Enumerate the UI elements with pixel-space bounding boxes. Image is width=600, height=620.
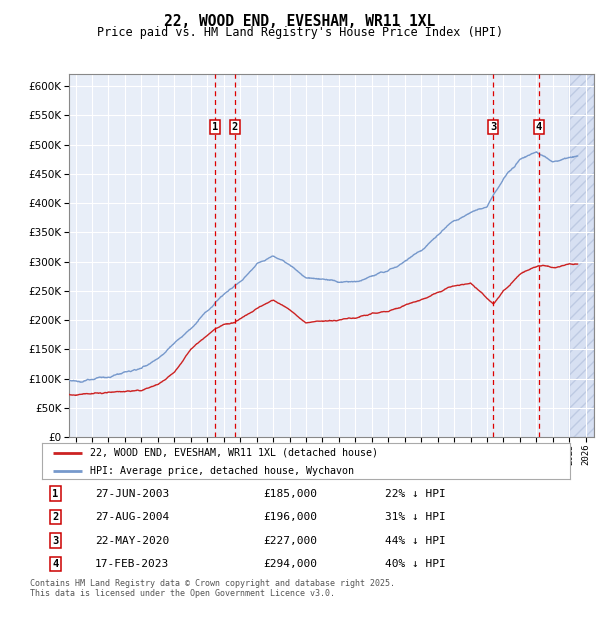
Text: 4: 4: [535, 122, 542, 132]
Text: 3: 3: [52, 536, 58, 546]
Text: 22-MAY-2020: 22-MAY-2020: [95, 536, 169, 546]
Text: £294,000: £294,000: [264, 559, 318, 569]
Text: 27-AUG-2004: 27-AUG-2004: [95, 512, 169, 522]
Text: £196,000: £196,000: [264, 512, 318, 522]
Text: 1: 1: [52, 489, 58, 498]
Text: 31% ↓ HPI: 31% ↓ HPI: [385, 512, 446, 522]
Text: 44% ↓ HPI: 44% ↓ HPI: [385, 536, 446, 546]
Text: 40% ↓ HPI: 40% ↓ HPI: [385, 559, 446, 569]
Text: 22% ↓ HPI: 22% ↓ HPI: [385, 489, 446, 498]
Text: £227,000: £227,000: [264, 536, 318, 546]
Bar: [569, 74, 594, 437]
Text: 22, WOOD END, EVESHAM, WR11 1XL (detached house): 22, WOOD END, EVESHAM, WR11 1XL (detache…: [89, 448, 377, 458]
Text: 17-FEB-2023: 17-FEB-2023: [95, 559, 169, 569]
Text: Price paid vs. HM Land Registry's House Price Index (HPI): Price paid vs. HM Land Registry's House …: [97, 26, 503, 39]
Text: 4: 4: [52, 559, 58, 569]
Text: 1: 1: [212, 122, 218, 132]
Text: 2: 2: [232, 122, 238, 132]
Text: 22, WOOD END, EVESHAM, WR11 1XL: 22, WOOD END, EVESHAM, WR11 1XL: [164, 14, 436, 29]
Text: 3: 3: [490, 122, 497, 132]
Text: 2: 2: [52, 512, 58, 522]
Bar: [569, 74, 594, 437]
Text: 27-JUN-2003: 27-JUN-2003: [95, 489, 169, 498]
Text: £185,000: £185,000: [264, 489, 318, 498]
Text: HPI: Average price, detached house, Wychavon: HPI: Average price, detached house, Wych…: [89, 466, 353, 476]
Text: Contains HM Land Registry data © Crown copyright and database right 2025.
This d: Contains HM Land Registry data © Crown c…: [30, 579, 395, 598]
